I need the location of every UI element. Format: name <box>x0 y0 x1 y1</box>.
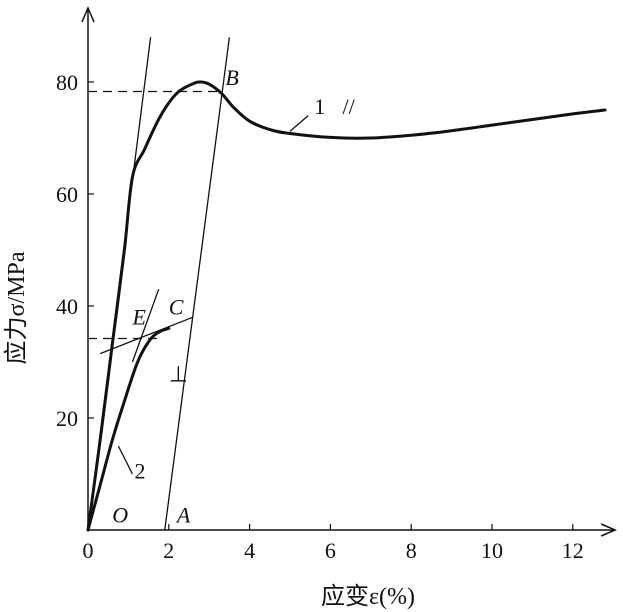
data-series <box>86 80 607 532</box>
x-tick-label: 12 <box>562 538 584 563</box>
reference-lines <box>88 90 222 340</box>
x-tick-label: 4 <box>244 538 255 563</box>
annotation-label: A <box>175 503 191 528</box>
series-line-2 <box>86 326 171 532</box>
y-tick-label: 20 <box>56 406 78 431</box>
x-axis-title: 应变ε(%) <box>321 583 415 610</box>
annotation-label: ⊥ <box>169 362 188 387</box>
x-axis-arrow <box>600 523 618 537</box>
annotation-label: // <box>343 94 356 119</box>
leader-line-2 <box>117 445 134 475</box>
x-tick-label: 6 <box>325 538 336 563</box>
construction-line <box>131 288 160 363</box>
y-tick-label: 60 <box>56 182 78 207</box>
annotation-label: E <box>131 304 146 329</box>
y-axis-arrow <box>81 6 95 23</box>
x-tick-label: 8 <box>406 538 417 563</box>
x-tick-label: 0 <box>83 538 94 563</box>
construction-line <box>99 316 194 355</box>
y-tick-label: 80 <box>56 70 78 95</box>
annotation-label: C <box>169 294 184 319</box>
axes <box>81 6 618 537</box>
y-tick-label: 40 <box>56 294 78 319</box>
annotation-label: B <box>225 65 238 90</box>
x-tick-label: 10 <box>481 538 503 563</box>
annotations: B 1 // CE ⊥ 2O A <box>112 65 355 528</box>
y-axis-title: 应力σ/MPa <box>3 251 30 364</box>
annotation-label: 1 <box>314 94 325 119</box>
leader-line-1 <box>289 115 309 132</box>
series-line-1 <box>86 80 607 532</box>
construction-line <box>164 37 231 531</box>
annotation-label: O <box>112 503 128 528</box>
x-tick-label: 2 <box>163 538 174 563</box>
annotation-label: 2 <box>134 458 145 483</box>
